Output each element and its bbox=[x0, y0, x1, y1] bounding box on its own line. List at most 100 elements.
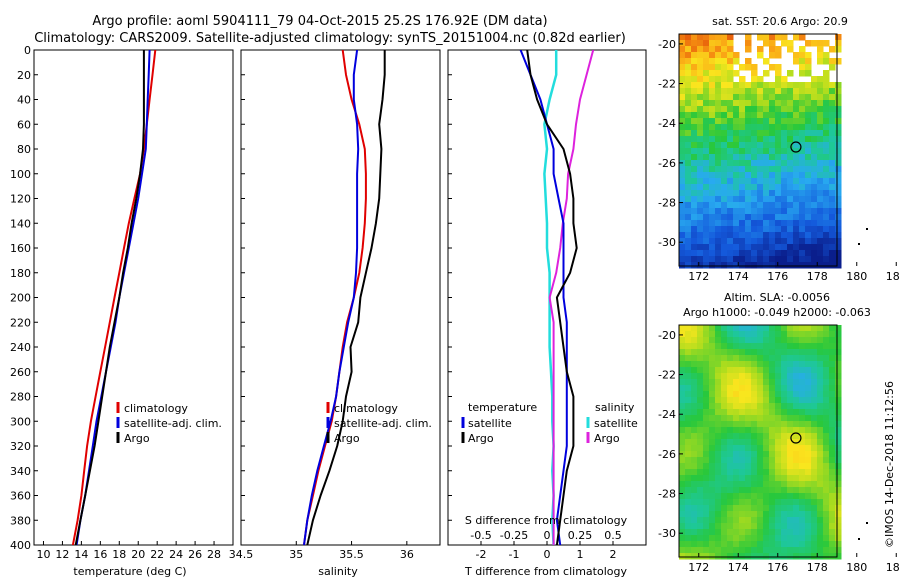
sst-cell bbox=[799, 208, 806, 215]
sla-cell bbox=[817, 373, 824, 380]
sla-cell bbox=[829, 475, 836, 482]
sla-cell bbox=[817, 355, 824, 362]
sla-cell bbox=[775, 481, 782, 488]
sst-cell bbox=[787, 160, 794, 167]
sla-cell bbox=[781, 505, 788, 512]
sla-cell bbox=[685, 505, 692, 512]
sst-cell bbox=[757, 196, 764, 203]
sst-cell bbox=[793, 178, 800, 185]
sst-cell bbox=[709, 214, 716, 221]
sla-cell bbox=[703, 493, 710, 500]
sst-cell bbox=[829, 154, 836, 161]
sst-cell bbox=[751, 130, 758, 137]
sla-cell bbox=[817, 541, 824, 548]
sst-map-title: sat. SST: 20.6 Argo: 20.9 bbox=[712, 15, 848, 28]
sst-cell bbox=[769, 256, 776, 263]
sst-cell bbox=[775, 178, 782, 185]
sla-cell bbox=[685, 541, 692, 548]
sla-cell bbox=[733, 361, 740, 368]
sla-cell bbox=[745, 529, 752, 536]
island-mark bbox=[858, 243, 860, 245]
sla-cell bbox=[697, 487, 704, 494]
sst-cell bbox=[745, 148, 752, 155]
sst-cell bbox=[727, 172, 734, 179]
sst-cell bbox=[685, 208, 692, 215]
sla-cell bbox=[709, 343, 716, 350]
sst-cell bbox=[745, 232, 752, 239]
sla-cell bbox=[733, 517, 740, 524]
sla-cell bbox=[739, 553, 746, 560]
sst-cell bbox=[799, 226, 806, 233]
sla-cell bbox=[679, 535, 686, 542]
sst-cell bbox=[763, 178, 770, 185]
sst-cell bbox=[679, 250, 686, 257]
salinity-argo-line bbox=[306, 50, 386, 545]
sst-cell bbox=[697, 172, 704, 179]
sst-cell bbox=[775, 220, 782, 227]
sst-cell bbox=[787, 190, 794, 197]
sst-cell bbox=[703, 136, 710, 143]
sla-cell bbox=[799, 415, 806, 422]
sst-cell bbox=[763, 202, 770, 209]
sst-cell bbox=[715, 148, 722, 155]
sst-cell bbox=[685, 244, 692, 251]
sla-cell bbox=[793, 511, 800, 518]
sst-cell bbox=[715, 100, 722, 107]
sla-cell bbox=[793, 385, 800, 392]
difference-panel: -2 -1 0 1 2 -0.5 -0.25 0 0.25 0.5 T difference f… bbox=[447, 49, 647, 578]
sla-cell bbox=[751, 493, 758, 500]
sst-cell bbox=[703, 88, 710, 95]
sst-cell bbox=[757, 52, 764, 59]
sst-cell bbox=[835, 208, 842, 215]
sla-cell bbox=[739, 523, 746, 530]
sla-cell bbox=[763, 535, 770, 542]
sla-cell bbox=[763, 487, 770, 494]
sla-cell bbox=[829, 385, 836, 392]
sla-cell bbox=[787, 373, 794, 380]
sla-cell bbox=[823, 361, 830, 368]
sst-cell bbox=[799, 196, 806, 203]
sla-cell bbox=[781, 409, 788, 416]
sst-cell bbox=[757, 76, 764, 83]
sst-cell bbox=[697, 208, 704, 215]
sla-cell bbox=[805, 529, 812, 536]
sst-cell bbox=[709, 100, 716, 107]
sst-cell bbox=[805, 70, 812, 77]
sla-cell bbox=[805, 391, 812, 398]
sst-cell bbox=[739, 118, 746, 125]
sla-cell bbox=[775, 511, 782, 518]
x-tick-label: 20 bbox=[131, 548, 145, 561]
sla-cell bbox=[751, 421, 758, 428]
sla-cell bbox=[781, 379, 788, 386]
sla-cell bbox=[685, 535, 692, 542]
sst-cell bbox=[727, 256, 734, 263]
sla-cell bbox=[805, 355, 812, 362]
sst-cell bbox=[775, 52, 782, 59]
sst-cell bbox=[751, 214, 758, 221]
sla-cell bbox=[733, 349, 740, 356]
sla-cell bbox=[685, 409, 692, 416]
sla-cell bbox=[799, 469, 806, 476]
sla-cell bbox=[829, 457, 836, 464]
sst-cell bbox=[721, 232, 728, 239]
sst-cell bbox=[805, 64, 812, 71]
sst-cell bbox=[781, 208, 788, 215]
sla-cell bbox=[775, 439, 782, 446]
sst-cell bbox=[691, 208, 698, 215]
sst-cell bbox=[793, 226, 800, 233]
sla-cell bbox=[817, 517, 824, 524]
sla-cell bbox=[733, 499, 740, 506]
sla-cell bbox=[823, 403, 830, 410]
sla-cell bbox=[829, 367, 836, 374]
sla-cell bbox=[739, 355, 746, 362]
imos-credit: ©IMOS 14-Dec-2018 11:12:56 bbox=[883, 381, 896, 548]
sst-cell bbox=[691, 226, 698, 233]
sla-cell bbox=[715, 481, 722, 488]
sst-cell bbox=[709, 250, 716, 257]
sla-cell bbox=[823, 373, 830, 380]
sst-cell bbox=[805, 106, 812, 113]
sla-cell bbox=[679, 367, 686, 374]
sla-cell bbox=[739, 361, 746, 368]
sla-cell bbox=[775, 535, 782, 542]
sst-cell bbox=[811, 94, 818, 101]
